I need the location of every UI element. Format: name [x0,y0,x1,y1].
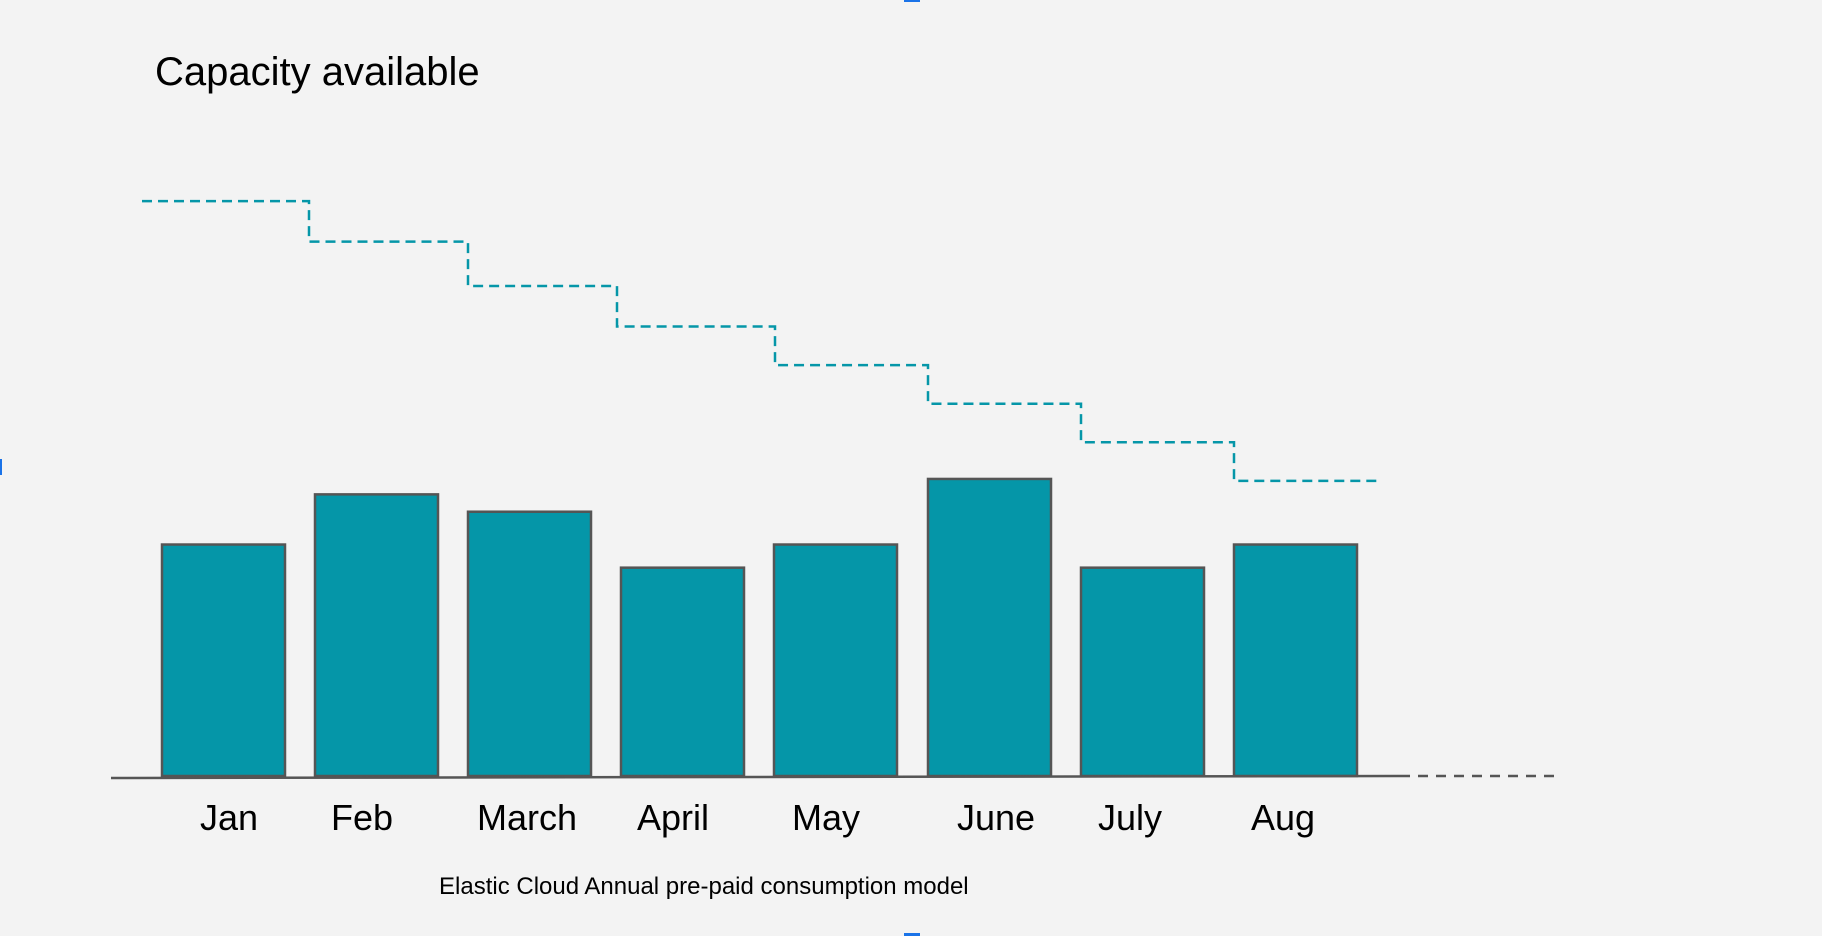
x-tick-label-june: June [957,797,1035,838]
x-tick-label-may: May [792,797,860,838]
axis-layer [110,774,1562,780]
chart-title: Capacity available [155,50,480,94]
capacity-step-line [142,199,1381,483]
x-tick-labels: Jan Feb March April May June July Aug [200,797,1315,838]
x-tick-label-aug: Aug [1251,797,1315,838]
bar-jan [160,543,287,778]
x-tick-label-april: April [637,797,709,838]
capacity-line-layer [142,199,1381,483]
selection-handle-left [0,459,2,475]
bar-aug [1232,543,1359,778]
selection-handle-top [904,0,920,2]
x-tick-label-feb: Feb [331,797,393,838]
bar-march [466,510,593,778]
bar-june [926,477,1053,778]
bar-may [772,543,899,778]
selection-handle-bottom [904,933,920,936]
bar-july [1079,566,1206,778]
bar-april [619,566,746,778]
chart-caption: Elastic Cloud Annual pre-paid consumptio… [439,873,969,900]
bars-layer [160,477,1359,778]
bar-feb [313,493,440,778]
x-axis-line [110,774,1401,780]
x-tick-label-march: March [477,797,577,838]
x-tick-label-july: July [1098,797,1162,838]
x-tick-label-jan: Jan [200,797,258,838]
